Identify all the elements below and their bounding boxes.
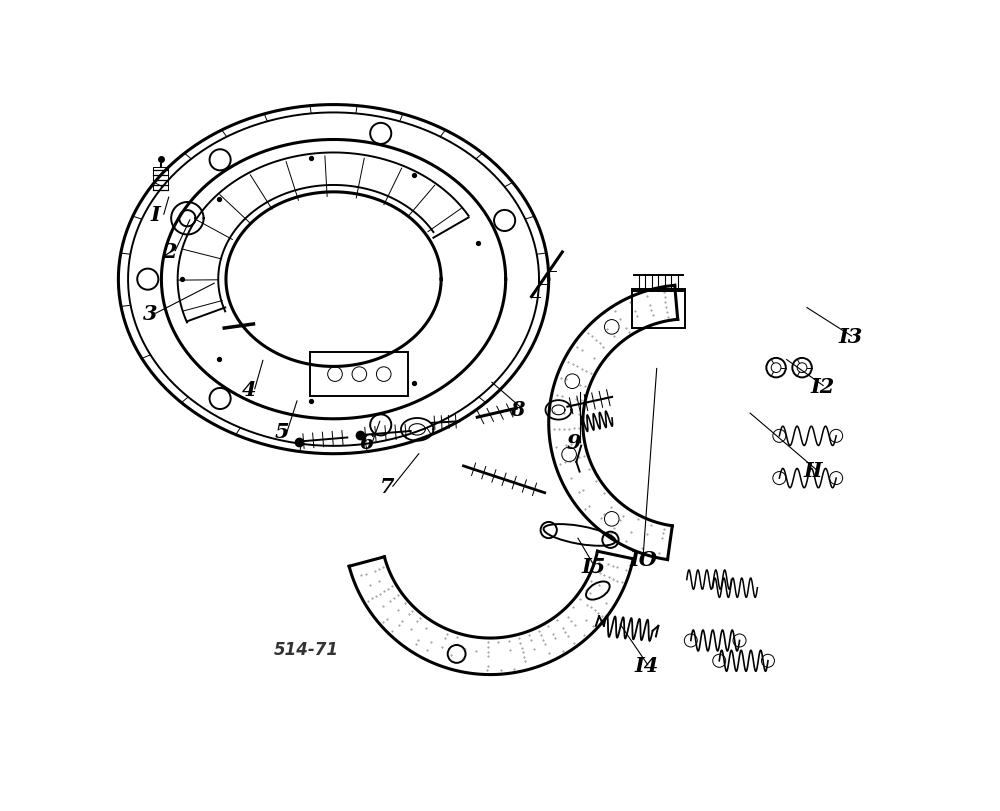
- Text: I3: I3: [839, 327, 863, 346]
- Text: 8: 8: [510, 400, 524, 419]
- FancyBboxPatch shape: [632, 290, 685, 328]
- Text: 6: 6: [360, 432, 374, 452]
- Text: IO: IO: [630, 550, 658, 569]
- Text: 514-71: 514-71: [274, 640, 339, 658]
- Text: 2: 2: [162, 242, 177, 261]
- Text: II: II: [804, 461, 823, 480]
- Text: I2: I2: [810, 376, 834, 396]
- Text: 5: 5: [274, 422, 289, 441]
- Text: 9: 9: [567, 432, 581, 452]
- Text: 7: 7: [380, 477, 394, 496]
- Text: I4: I4: [635, 655, 659, 675]
- Text: 4: 4: [242, 380, 256, 399]
- Text: I5: I5: [581, 556, 605, 576]
- Text: 3: 3: [143, 304, 157, 324]
- Text: I: I: [151, 205, 161, 225]
